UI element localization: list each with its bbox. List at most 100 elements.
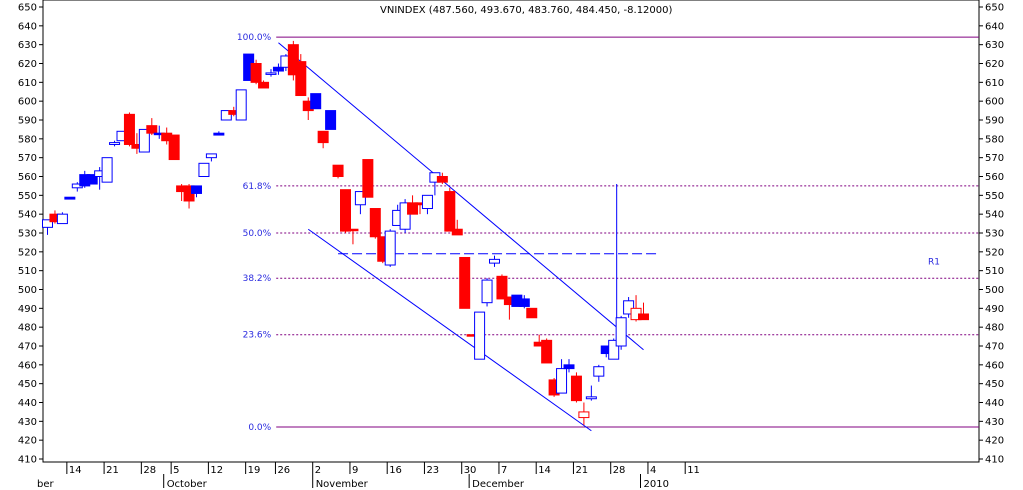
y-tick-label-right: 540 [985, 210, 1004, 221]
candle-body [556, 368, 568, 394]
candle [235, 89, 247, 121]
x-tick-label: 4 [650, 465, 656, 476]
candle-body [421, 194, 433, 210]
candle-body [340, 189, 351, 232]
candle-body [347, 228, 359, 232]
candle-body [42, 219, 53, 228]
y-tick-label-left: 460 [18, 360, 37, 371]
candle [638, 302, 649, 321]
candles [42, 40, 649, 426]
x-tick-label: 7 [501, 465, 507, 476]
candle-body [265, 72, 277, 75]
fib-level-label: 23.6% [243, 331, 272, 341]
candle [56, 212, 68, 225]
x-tick-label: 28 [613, 465, 626, 476]
candle [444, 187, 456, 232]
candle-body [541, 339, 553, 364]
candle [332, 164, 344, 179]
candle [250, 59, 262, 85]
candle-body [198, 162, 210, 177]
y-tick-label-right: 610 [985, 78, 1004, 89]
resistance-label: R1 [928, 258, 940, 268]
candle-body [593, 366, 605, 377]
y-tick-label-left: 450 [18, 379, 37, 390]
y-tick-label-right: 640 [985, 21, 1004, 32]
y-tick-label-left: 560 [18, 172, 37, 183]
candle [421, 194, 433, 215]
y-tick-label-left: 570 [18, 153, 37, 164]
candle [86, 174, 98, 185]
x-axis: 14 21 28 5 12 19 26 2 9 16 23 30 7 14 21 28 4 11 ber Octobe… [37, 462, 700, 490]
candle-body [123, 113, 135, 145]
y-tick-label-right: 600 [985, 97, 1004, 108]
y-tick-label-left: 520 [18, 247, 37, 258]
candle-body [310, 93, 322, 110]
x-month-label: December [472, 479, 525, 490]
candle-body [250, 63, 262, 83]
x-tick-label: 14 [538, 465, 551, 476]
y-tick-label-right: 480 [985, 323, 1004, 334]
candle [317, 130, 329, 149]
candle-body [608, 339, 620, 360]
y-tick-label-right: 620 [985, 59, 1004, 70]
candle [585, 385, 597, 401]
plot-frame [42, 0, 980, 463]
x-tick-label: 5 [173, 465, 179, 476]
x-tick-label: 2 [315, 465, 321, 476]
candle-body [578, 411, 590, 419]
candle [198, 162, 210, 177]
x-tick-label: 30 [464, 465, 477, 476]
y-tick-label-right: 580 [985, 134, 1004, 145]
candle [436, 172, 448, 185]
candle-body [384, 230, 396, 266]
candle-body [570, 375, 582, 402]
candle-body [168, 134, 180, 161]
candle [518, 295, 530, 309]
y-tick-label-right: 530 [985, 229, 1004, 240]
candle [563, 359, 575, 373]
y-tick-label-right: 470 [985, 342, 1004, 353]
candle [570, 372, 582, 403]
candle [451, 219, 463, 236]
candle-body [362, 159, 374, 198]
candle-body [369, 208, 381, 238]
plot-border [42, 0, 980, 463]
candle-body [191, 185, 202, 194]
candle-body [615, 317, 627, 347]
y-tick-label-left: 600 [18, 97, 37, 108]
candle [362, 159, 374, 198]
candle-body [272, 66, 284, 72]
candle-body [496, 275, 508, 300]
candle-body [235, 89, 247, 121]
fib-level-label: 50.0% [243, 229, 272, 239]
candle [489, 255, 500, 267]
candle [191, 185, 202, 198]
candle [459, 256, 471, 309]
candle-body [489, 258, 500, 264]
candle [369, 208, 381, 239]
x-tick-label: 19 [248, 465, 261, 476]
candle-body [444, 191, 456, 232]
x-tick-label: 14 [69, 465, 82, 476]
y-tick-label-right: 570 [985, 153, 1004, 164]
candle-body [526, 307, 538, 319]
fib-level-label: 61.8% [243, 182, 272, 192]
candle [496, 274, 508, 300]
x-month-label: 2010 [644, 479, 669, 490]
candle [220, 110, 232, 121]
candle [138, 128, 150, 153]
candle-body [205, 153, 217, 159]
candle [615, 315, 627, 350]
candle-body [64, 196, 76, 200]
x-tick-label: 12 [210, 465, 223, 476]
y-tick-label-left: 510 [18, 266, 37, 277]
x-tick-label: 11 [687, 465, 700, 476]
y-axis-left: 410 420 430 440 450 460 470 480 490 500 510 520 530 5… [18, 3, 43, 466]
y-tick-label-right: 650 [985, 3, 1004, 14]
candle-body [563, 364, 575, 370]
candle [64, 196, 76, 200]
candle [109, 140, 121, 147]
candle [123, 112, 135, 147]
